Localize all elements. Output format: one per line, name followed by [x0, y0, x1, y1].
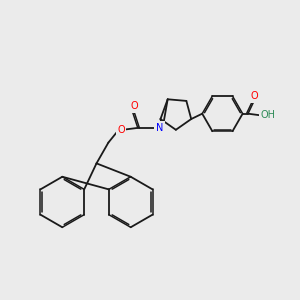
Text: O: O	[130, 101, 138, 111]
Text: O: O	[117, 125, 125, 135]
Text: O: O	[251, 91, 258, 101]
Text: N: N	[156, 123, 163, 133]
Text: OH: OH	[260, 110, 275, 120]
